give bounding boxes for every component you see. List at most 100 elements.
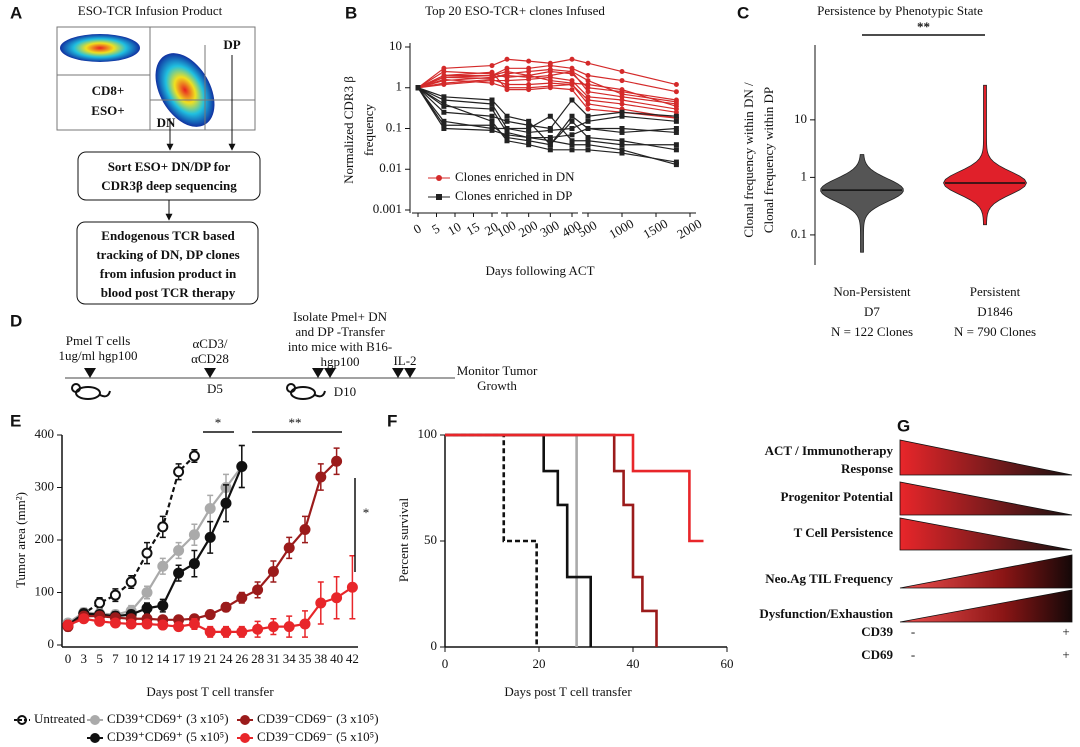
data-point [204, 626, 216, 638]
legend-label: CD39⁻CD69⁻ (3 x10⁵) [257, 711, 379, 726]
y-tick-label: 1 [396, 79, 403, 94]
data-point [331, 592, 343, 604]
x-tick-label: 1500 [640, 216, 670, 242]
marker-name: CD69 [861, 647, 893, 662]
data-point [220, 601, 232, 613]
x-tick-label: 38 [314, 651, 327, 666]
timeline-text: αCD3/ [193, 336, 228, 351]
data-point [125, 576, 137, 588]
clone-point [526, 87, 532, 93]
clone-point [526, 129, 532, 135]
data-point [173, 545, 185, 556]
clone-point [569, 147, 575, 153]
x-tick-label: 7 [112, 651, 119, 666]
clone-point [619, 91, 625, 97]
clone-line [417, 70, 677, 105]
legend-label: CD39⁻CD69⁻ (5 x10⁵) [257, 729, 379, 744]
data-point [267, 566, 279, 577]
legend-marker [436, 175, 442, 181]
gate-label: ESO+ [91, 103, 124, 118]
clone-point [673, 162, 679, 168]
clone-point [673, 129, 679, 135]
clone-point [547, 135, 553, 141]
y-tick-label: 50 [424, 532, 437, 547]
data-point [188, 558, 200, 570]
box-text: Endogenous TCR based [101, 228, 235, 243]
legend-marker [436, 194, 442, 200]
category-label: D1846 [977, 304, 1013, 319]
timeline-text: and DP -Transfer [295, 324, 385, 339]
x-tick-label: 20 [533, 656, 546, 671]
clone-point [619, 129, 625, 135]
survival-curve [445, 433, 592, 647]
trend-wedge [899, 481, 1073, 516]
clone-point [441, 69, 447, 75]
legend-label: Clones enriched in DN [455, 169, 575, 184]
y-tick-label: 0.1 [386, 119, 402, 134]
clone-point [585, 82, 591, 88]
clone-point [547, 147, 553, 153]
trend-label: ACT / Immunotherapy [765, 443, 894, 458]
marker-high: + [1062, 647, 1069, 662]
marker-low: - [911, 647, 915, 662]
clone-point [619, 113, 625, 119]
clone-point [619, 150, 625, 156]
clone-point [489, 106, 495, 112]
clone-point [673, 147, 679, 153]
data-point [236, 461, 248, 472]
clone-point [547, 113, 553, 119]
x-tick-label: 12 [141, 651, 154, 666]
clone-point [504, 118, 510, 124]
data-point [62, 619, 74, 631]
y-axis-label: Clonal frequency within DP [761, 87, 776, 233]
clone-point [526, 72, 532, 78]
x-tick-label: 35 [299, 651, 312, 666]
y-tick-label: 400 [35, 426, 55, 441]
x-tick-label: 42 [346, 651, 359, 666]
significance: ** [917, 19, 930, 34]
clone-point [585, 60, 591, 66]
clone-point [489, 75, 495, 81]
significance: * [363, 505, 370, 520]
clone-point [585, 97, 591, 103]
trend-wedge [899, 589, 1073, 623]
timeline-text: 1ug/ml hgp100 [58, 348, 137, 363]
box-text: from infusion product in [100, 266, 237, 281]
x-tick-label: 10 [125, 651, 138, 666]
significance: * [215, 415, 222, 430]
clone-point [673, 103, 679, 109]
timeline-day: D5 [207, 381, 223, 396]
clone-line [417, 71, 677, 119]
series-line [67, 465, 243, 624]
clone-point [569, 142, 575, 148]
category-label: Non-Persistent [833, 284, 911, 299]
x-tick-label: 40 [330, 651, 343, 666]
y-axis-label: Percent survival [396, 498, 411, 583]
clone-line [417, 68, 677, 103]
series-line [67, 466, 243, 626]
data-point [220, 626, 232, 638]
data-point [125, 618, 137, 630]
clone-point [504, 129, 510, 135]
y-tick-label: 200 [35, 531, 55, 546]
survival-curve [445, 433, 538, 647]
data-point [173, 621, 185, 633]
timeline-text: Growth [477, 378, 517, 393]
y-axis-label: Tumor area (mm²) [13, 492, 28, 588]
clone-point [673, 109, 679, 115]
x-tick-label: 40 [627, 656, 640, 671]
x-tick-label: 300 [537, 217, 561, 240]
clone-point [619, 97, 625, 103]
clone-point [673, 82, 679, 88]
legend-label: CD39⁺CD69⁺ (3 x10⁵) [107, 711, 229, 726]
data-point [188, 529, 200, 541]
x-tick-label: 19 [188, 651, 201, 666]
timeline-text: Monitor Tumor [457, 363, 538, 378]
chart-title: Top 20 ESO-TCR+ clones Infused [425, 3, 605, 18]
data-point [157, 521, 169, 533]
clone-point [585, 101, 591, 107]
clone-point [547, 63, 553, 69]
clone-point [526, 58, 532, 64]
clone-point [569, 56, 575, 62]
clone-point [547, 138, 553, 144]
